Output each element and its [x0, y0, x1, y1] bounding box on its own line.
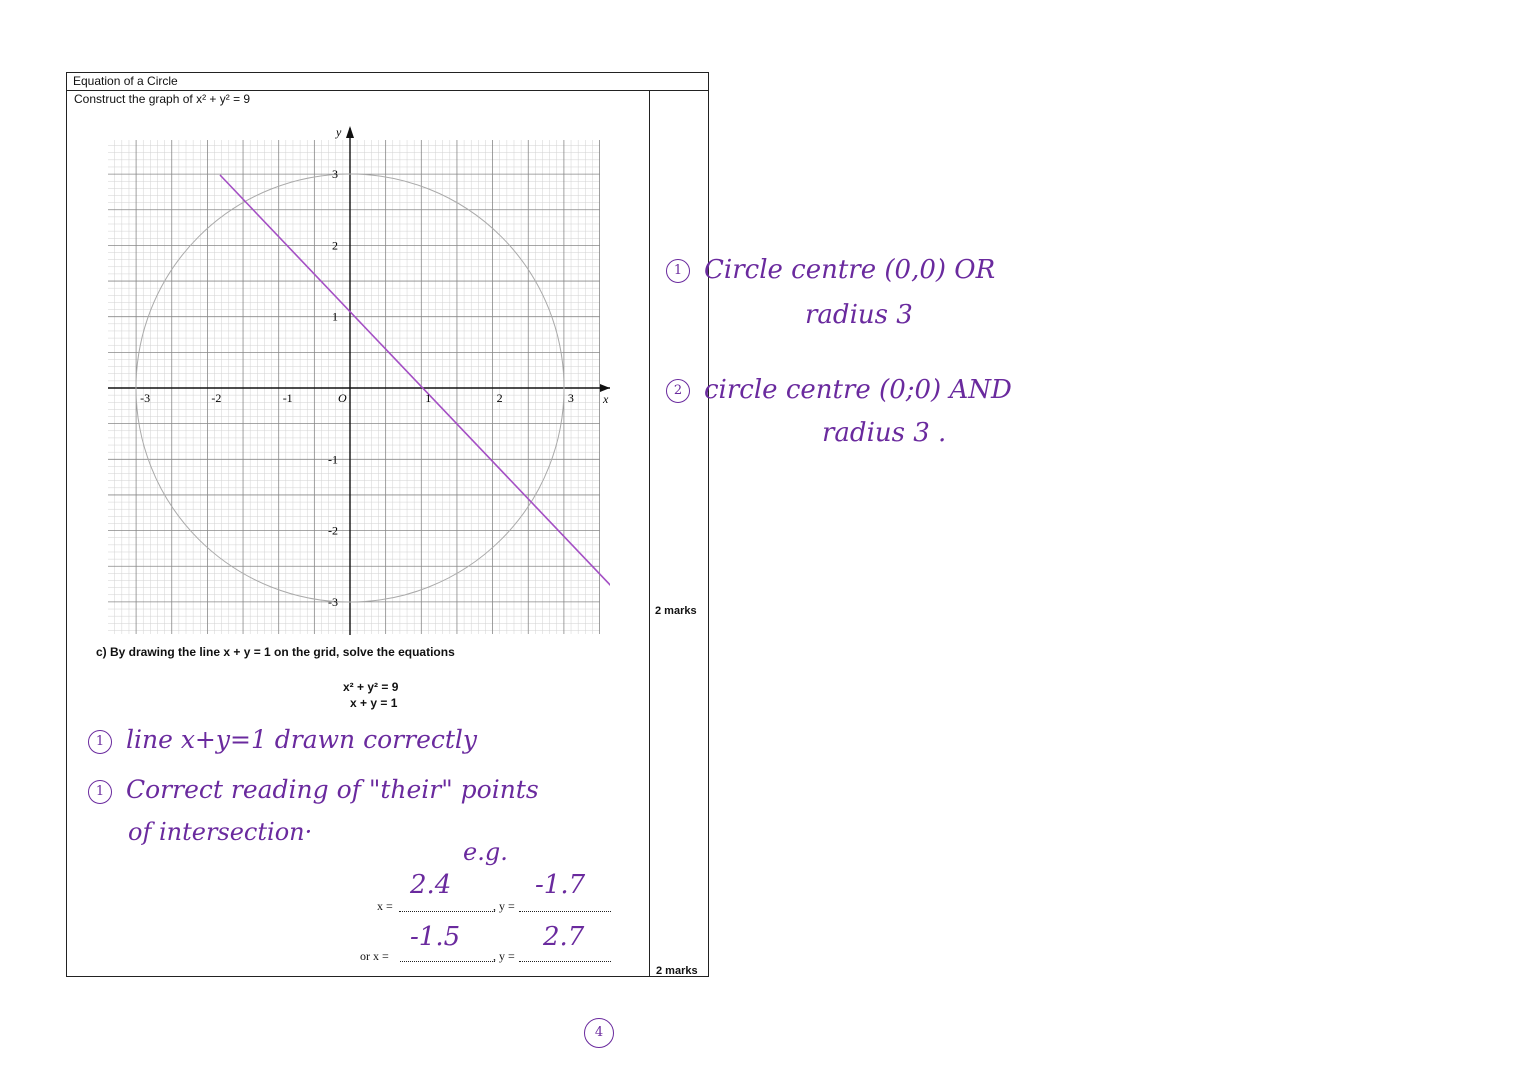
answer-x2-blank[interactable]	[400, 961, 495, 962]
marking-note-2-line2: radius 3 .	[822, 418, 947, 448]
mark-circle-2: 2	[666, 379, 690, 403]
answer-x-blank[interactable]	[399, 911, 495, 912]
marks-part-c: 2 marks	[656, 965, 698, 977]
part-c-note-2: 1 Correct reading of "their" points	[88, 775, 539, 804]
y-tick-label: 2	[332, 238, 338, 252]
answer-y2-label: , y =	[493, 949, 515, 963]
total-mark-circle: 4	[584, 1018, 614, 1048]
x-tick-label: -3	[140, 391, 150, 405]
answer-y1-value: -1.7	[535, 870, 586, 900]
minor-grid	[108, 140, 600, 634]
example-label: e.g.	[463, 838, 508, 866]
y-axis-label: y	[335, 125, 342, 139]
x-tick-label: 2	[497, 391, 503, 405]
marking-note-1: 1 Circle centre (0,0) OR	[666, 255, 995, 285]
part-c-note-3: of intersection·	[128, 818, 313, 846]
equation-circle: x² + y² = 9	[343, 680, 399, 694]
y-axis-arrow	[346, 126, 354, 138]
x-axis-label: x	[602, 392, 609, 406]
x-tick-label: -2	[211, 391, 221, 405]
mark-circle-1: 1	[666, 259, 690, 283]
answer-y2-blank[interactable]	[519, 961, 611, 962]
marks-part-b: 2 marks	[655, 605, 697, 617]
mark-circle-c1: 1	[88, 729, 112, 754]
marks-column-divider	[649, 90, 650, 976]
page-title: Equation of a Circle	[73, 74, 178, 88]
y-tick-label: -2	[328, 524, 338, 538]
x-tick-label: 3	[568, 391, 574, 405]
x-axis-arrow	[600, 384, 610, 392]
answer-x-label: x =	[377, 899, 393, 913]
marking-note-1-text: Circle centre (0,0) OR	[704, 255, 996, 285]
mark-circle-c2: 1	[88, 779, 112, 804]
x-tick-label: O	[338, 391, 347, 405]
part-c-note-1-text: line x+y=1 drawn correctly	[126, 725, 478, 754]
tick-labels: -3 -2 -1 O 1 2 3 3 2 1 -1 -2 -3	[140, 167, 574, 609]
y-tick-label: 3	[332, 167, 338, 181]
question-sheet: Equation of a Circle Construct the graph…	[66, 72, 709, 977]
answer-y-blank[interactable]	[519, 911, 611, 912]
x-tick-label: -1	[283, 391, 293, 405]
answer-or-x-label: or x =	[360, 949, 389, 963]
y-tick-label: -3	[328, 595, 338, 609]
title-bar: Equation of a Circle	[67, 73, 708, 91]
x-tick-label: 1	[425, 391, 431, 405]
marking-note-2: 2 circle centre (0;0) AND	[666, 375, 1012, 405]
answer-x2-value: -1.5	[410, 922, 461, 952]
y-tick-label: 1	[332, 310, 338, 324]
answer-y2-value: 2.7	[543, 922, 585, 952]
line-x-plus-y-equals-1	[219, 174, 610, 586]
marking-note-1-line2: radius 3	[805, 300, 913, 330]
major-grid	[108, 140, 600, 634]
answer-x1-value: 2.4	[410, 870, 452, 900]
total-mark: 4	[584, 1018, 614, 1048]
equation-line: x + y = 1	[350, 696, 398, 710]
part-c-note-2-text: Correct reading of "their" points	[126, 775, 539, 804]
answer-y-label: , y =	[493, 899, 515, 913]
marking-note-2-text: circle centre (0;0) AND	[704, 375, 1012, 405]
circle-graph	[135, 173, 565, 603]
coordinate-grid: y x -3 -2 -1 O 1 2 3 3 2 1 -1 -2 -3	[108, 125, 610, 635]
y-tick-label: -1	[328, 452, 338, 466]
instruction-text: Construct the graph of x² + y² = 9	[74, 92, 251, 106]
part-c-note-1: 1 line x+y=1 drawn correctly	[88, 725, 477, 754]
question-c-text: c) By drawing the line x + y = 1 on the …	[96, 645, 455, 659]
